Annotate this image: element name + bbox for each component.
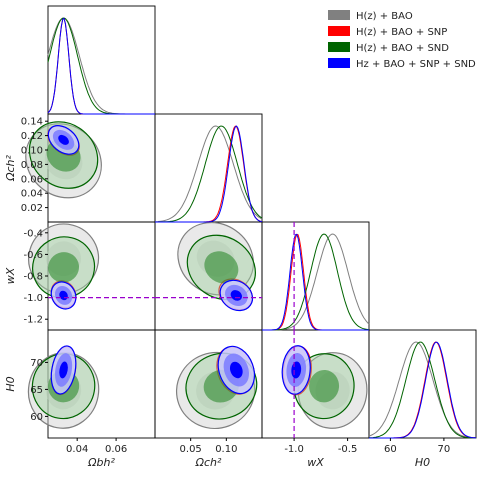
contour-2-2-1-1s: [204, 251, 239, 284]
pdf-3-omega_c_h2: [155, 125, 263, 223]
pdf-2-omega_b_h2: [47, 17, 155, 115]
pdf-0-omega_b_h2: [47, 17, 155, 115]
xlabel-w_x: wX: [307, 456, 324, 469]
xtick-label-2--0.5: -0.5: [338, 444, 358, 455]
xtick-label-3-70: 70: [438, 444, 451, 455]
pdf-2-H0: [369, 341, 476, 439]
pdf-0-w_x: [262, 233, 370, 331]
ylabel-H0: H0: [4, 376, 17, 391]
ytick-label-1-0.08: 0.08: [21, 160, 43, 171]
panel-frames: [47, 5, 477, 439]
legend-label-3: Hz + BAO + SNP + SND: [356, 59, 476, 70]
xtick-label-0-0.04: 0.04: [66, 444, 88, 455]
tick-marks: 0.14 0.12 0.10 0.08 0.06 0.04 0.02 -1.2 -1.0 -0.8…: [21, 117, 451, 455]
pdf-0-omega_c_h2: [155, 125, 263, 223]
pdf-1-w_x: [262, 233, 369, 331]
xtick-label-3-60: 60: [384, 444, 397, 455]
pdf-2-w_x: [262, 233, 370, 331]
contour-3-3-1-core: [229, 361, 243, 379]
ytick-label-3-70: 70: [30, 358, 43, 369]
pdf-3-H0: [369, 341, 477, 439]
xtick-label-0-0.06: 0.06: [105, 444, 127, 455]
ylabel-w_x: wX: [4, 267, 17, 284]
reference-lines: [48, 222, 295, 438]
ytick-label-2--0.4: -0.4: [23, 228, 43, 239]
contour-3-1-0-core: [58, 134, 69, 145]
legend-label-2: H(z) + BAO + SND: [356, 43, 449, 54]
legend-label-1: H(z) + BAO + SNP: [356, 27, 447, 38]
ytick-label-1-0.06: 0.06: [21, 174, 43, 185]
panel-2-2: [261, 221, 370, 331]
contour-3-3-0-core: [59, 361, 68, 379]
legend-swatch-1: [328, 26, 350, 36]
panel-1-1: [154, 113, 263, 223]
ytick-label-1-0.04: 0.04: [21, 189, 43, 200]
contour-layers: [25, 121, 368, 430]
ytick-label-2--0.8: -0.8: [23, 272, 43, 283]
xlabel-omega_c_h2: Ωch²: [195, 456, 222, 469]
pdf-1-omega_c_h2: [155, 125, 263, 223]
legend-swatch-0: [328, 10, 350, 20]
legend: H(z) + BAO H(z) + BAO + SNP H(z) + BAO + S…: [328, 10, 476, 70]
contour-2-3-2-1s: [309, 369, 340, 403]
pdf-3-w_x: [262, 233, 369, 331]
xlabel-H0: H0: [415, 456, 430, 469]
panel-3-3: [368, 329, 477, 439]
ylabel-omega_c_h2: Ωch²: [4, 154, 17, 181]
ytick-label-3-65: 65: [30, 385, 43, 396]
pdf-1-H0: [369, 341, 477, 439]
ytick-label-1-0.14: 0.14: [21, 117, 43, 128]
ytick-label-1-0.02: 0.02: [21, 203, 43, 214]
xtick-label-1-0.10: 0.10: [215, 444, 237, 455]
ytick-label-1-0.10: 0.10: [21, 146, 43, 157]
pdf-3-omega_b_h2: [47, 17, 155, 115]
xtick-label-1-0.05: 0.05: [180, 444, 202, 455]
pdf-0-H0: [368, 341, 476, 439]
xtick-label-2--1.0: -1.0: [284, 444, 304, 455]
ytick-label-1-0.12: 0.12: [21, 131, 43, 142]
pdf-1-omega_b_h2: [47, 17, 155, 115]
axis-labels: Ωbh² Ωch² Ωch² wX wX H0 H0: [4, 154, 430, 469]
pdf-2-omega_c_h2: [155, 125, 263, 223]
legend-label-0: H(z) + BAO: [356, 11, 413, 22]
marginal-pdfs: [47, 17, 477, 439]
ytick-label-2--0.6: -0.6: [23, 250, 43, 261]
legend-swatch-2: [328, 42, 350, 52]
xlabel-omega_b_h2: Ωbh²: [87, 456, 115, 469]
legend-swatch-3: [328, 58, 350, 68]
ytick-label-3-60: 60: [30, 412, 43, 423]
ytick-label-2--1.0: -1.0: [23, 293, 43, 304]
panel-0-0: [47, 5, 156, 115]
ytick-label-2--1.2: -1.2: [23, 315, 43, 326]
contour-2-2-0-1s: [48, 252, 80, 283]
